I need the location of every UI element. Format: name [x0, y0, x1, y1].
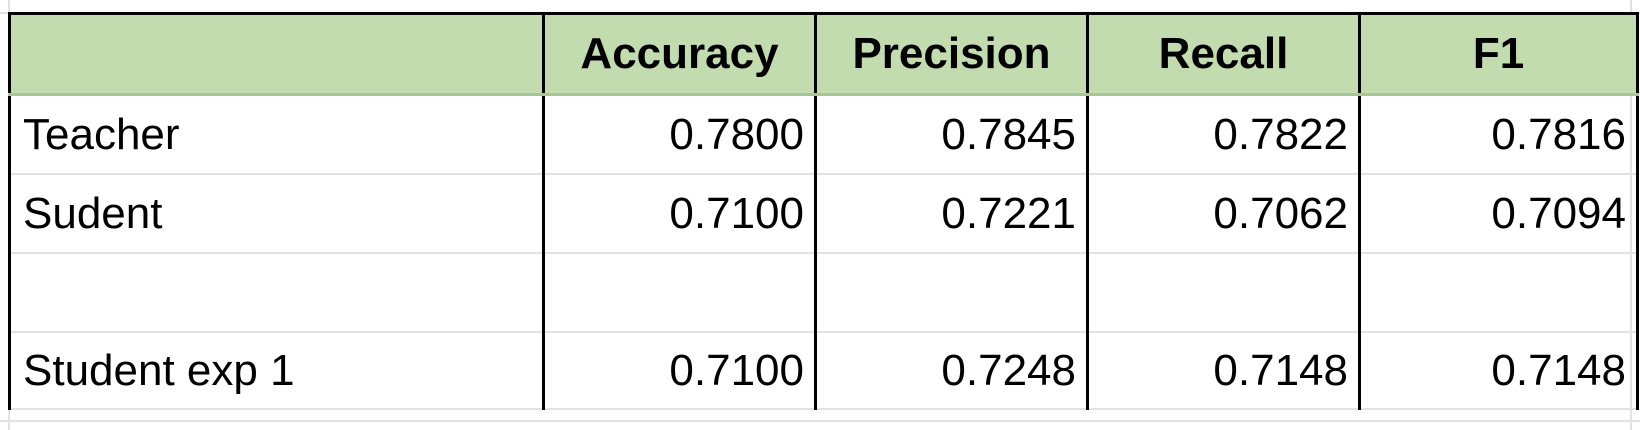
precision-cell[interactable]: 0.7248 [814, 331, 1089, 410]
precision-cell[interactable] [814, 252, 1089, 333]
header-cell-corner[interactable] [8, 12, 545, 96]
header-cell-recall[interactable]: Recall [1086, 12, 1361, 96]
precision-cell[interactable]: 0.7221 [814, 173, 1089, 254]
accuracy-cell[interactable] [542, 252, 817, 333]
sheet-gridline [0, 420, 1640, 422]
table-row: Teacher 0.7800 0.7845 0.7822 0.7816 [8, 93, 1639, 175]
recall-cell[interactable]: 0.7062 [1086, 173, 1361, 254]
f1-cell[interactable]: 0.7816 [1358, 93, 1639, 175]
header-cell-precision[interactable]: Precision [814, 12, 1089, 96]
header-row: Accuracy Precision Recall F1 [8, 12, 1639, 96]
results-table: Accuracy Precision Recall F1 Teacher 0.7… [8, 12, 1639, 410]
recall-cell[interactable]: 0.7148 [1086, 331, 1361, 410]
row-label-cell[interactable]: Student exp 1 [8, 331, 545, 410]
recall-cell[interactable]: 0.7822 [1086, 93, 1361, 175]
f1-cell[interactable]: 0.7148 [1358, 331, 1639, 410]
table-row: Sudent 0.7100 0.7221 0.7062 0.7094 [8, 173, 1639, 254]
table-row: Student exp 1 0.7100 0.7248 0.7148 0.714… [8, 331, 1639, 410]
row-label-cell[interactable] [8, 252, 545, 333]
f1-cell[interactable] [1358, 252, 1639, 333]
accuracy-cell[interactable]: 0.7100 [542, 331, 817, 410]
accuracy-cell[interactable]: 0.7800 [542, 93, 817, 175]
accuracy-cell[interactable]: 0.7100 [542, 173, 817, 254]
f1-cell[interactable]: 0.7094 [1358, 173, 1639, 254]
table-row-empty [8, 252, 1639, 333]
header-cell-accuracy[interactable]: Accuracy [542, 12, 817, 96]
precision-cell[interactable]: 0.7845 [814, 93, 1089, 175]
recall-cell[interactable] [1086, 252, 1361, 333]
row-label-cell[interactable]: Sudent [8, 173, 545, 254]
row-label-cell[interactable]: Teacher [8, 93, 545, 175]
header-cell-f1[interactable]: F1 [1358, 12, 1639, 96]
